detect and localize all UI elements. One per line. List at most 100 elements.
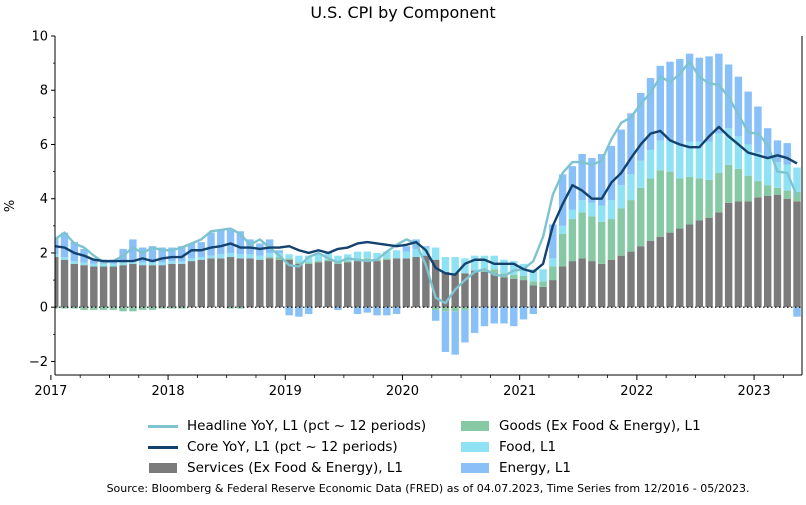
bar-food-2021-12: [627, 174, 635, 201]
bar-services-2018-07: [226, 257, 235, 308]
bar-food-2021-06: [568, 209, 577, 220]
bar-goods-2017-03: [70, 307, 79, 309]
bar-services-2022-07: [695, 220, 704, 308]
bar-goods-2021-06: [568, 219, 577, 262]
bar-food-2018-10: [256, 255, 264, 260]
bar-energy-2017-12: [158, 247, 166, 263]
bar-food-2018-09: [246, 254, 254, 259]
y-tick-label-10: 10: [31, 30, 48, 45]
bar-food-2020-02: [412, 248, 420, 258]
chart-title: U.S. CPI by Component: [310, 3, 495, 22]
bar-food-2021-07: [578, 200, 586, 213]
bar-goods-2018-12: [275, 257, 284, 260]
bar-goods-2017-11: [148, 307, 157, 310]
bar-food-2018-05: [207, 255, 215, 259]
bar-food-2017-08: [119, 262, 127, 266]
bar-goods-2020-04: [431, 307, 440, 310]
bar-food-2022-03: [656, 140, 664, 171]
legend-label-headline: Headline YoY, L1 (pct ~ 12 periods): [187, 418, 427, 434]
bar-food-2019-08: [353, 251, 362, 259]
bar-energy-2019-08: [353, 307, 362, 314]
bar-goods-2019-02: [295, 262, 303, 264]
bar-goods-2020-05: [441, 307, 450, 312]
bar-goods-2021-03: [539, 281, 547, 287]
bar-food-2022-11: [734, 136, 743, 169]
headline-yoy-line: [55, 60, 799, 305]
bar-goods-2019-05: [324, 259, 332, 262]
bar-goods-2021-05: [558, 233, 567, 267]
bar-food-2020-10: [490, 255, 498, 270]
bar-food-2022-05: [676, 144, 684, 179]
bar-energy-2021-04: [549, 224, 557, 259]
bar-services-2021-07: [578, 258, 586, 308]
bar-food-2017-09: [129, 261, 137, 264]
bar-energy-2018-02: [178, 246, 186, 262]
bar-goods-2022-09: [715, 172, 723, 213]
bar-food-2020-12: [510, 261, 518, 275]
bar-energy-2023-05: [793, 307, 801, 317]
legend-swatch-food: [461, 442, 489, 452]
bar-services-2019-08: [353, 261, 362, 308]
bar-services-2021-08: [588, 261, 596, 308]
bar-food-2019-01: [285, 254, 293, 259]
bar-energy-2022-08: [705, 56, 713, 142]
bar-energy-2021-09: [597, 153, 606, 206]
bar-energy-2022-01: [637, 92, 645, 161]
bar-food-2023-03: [773, 162, 782, 188]
bar-energy-2022-12: [744, 91, 752, 145]
bar-food-2021-02: [529, 269, 538, 282]
bar-services-2020-08: [471, 270, 479, 308]
bar-services-2019-03: [304, 263, 313, 308]
bar-goods-2021-10: [607, 219, 616, 260]
bar-goods-2017-10: [138, 307, 147, 310]
bar-goods-2021-04: [549, 266, 557, 281]
bar-food-2017-10: [138, 262, 147, 266]
bar-services-2020-12: [510, 278, 518, 308]
bar-goods-2023-05: [793, 191, 801, 202]
bar-services-2020-11: [500, 277, 508, 308]
bar-energy-2018-12: [275, 250, 284, 253]
bar-food-2020-01: [402, 251, 411, 259]
bar-services-2017-06: [99, 266, 108, 308]
bar-energy-2019-11: [383, 307, 391, 316]
bar-goods-2018-02: [178, 307, 186, 309]
legend-item-core: Core YoY, L1 (pct ~ 12 periods): [148, 439, 398, 455]
bar-food-2018-02: [178, 261, 186, 264]
bar-goods-2020-07: [461, 307, 469, 310]
bar-services-2017-10: [138, 265, 147, 308]
bar-goods-2017-05: [90, 307, 98, 310]
bar-food-2023-05: [793, 167, 801, 192]
bar-food-2022-01: [637, 160, 645, 188]
x-tick-label-2023: 2023: [738, 384, 771, 399]
bar-energy-2022-11: [734, 76, 743, 137]
bar-energy-2019-06: [334, 307, 342, 310]
bar-services-2023-02: [763, 196, 772, 308]
bar-goods-2017-04: [80, 307, 88, 310]
legend-swatch-energy: [461, 463, 489, 473]
bar-goods-2022-11: [734, 168, 743, 202]
bar-goods-2017-02: [60, 307, 69, 309]
bar-goods-2019-01: [285, 258, 293, 260]
x-tick-label-2021: 2021: [503, 384, 536, 399]
bar-goods-2022-02: [646, 178, 655, 241]
bar-services-2018-01: [168, 263, 176, 308]
bar-energy-2017-02: [60, 232, 69, 258]
y-tick-label--2: −2: [29, 355, 48, 370]
bar-services-2023-03: [773, 194, 782, 308]
bar-food-2020-04: [431, 247, 440, 260]
bar-energy-2021-02: [529, 307, 538, 314]
bar-energy-2020-03: [422, 246, 430, 248]
bar-services-2023-05: [793, 201, 801, 308]
bar-energy-2020-09: [480, 307, 489, 327]
bar-services-2022-01: [637, 246, 645, 308]
bar-energy-2022-06: [685, 53, 694, 142]
bar-services-2018-08: [236, 258, 245, 308]
bar-food-2022-12: [744, 144, 752, 176]
bar-food-2022-09: [715, 133, 723, 173]
bar-services-2022-12: [744, 201, 752, 308]
bar-services-2019-05: [324, 261, 332, 308]
bar-food-2019-12: [392, 250, 401, 259]
bar-goods-2020-06: [451, 307, 459, 312]
bar-services-2018-02: [178, 263, 186, 308]
bar-goods-2023-03: [773, 187, 782, 195]
